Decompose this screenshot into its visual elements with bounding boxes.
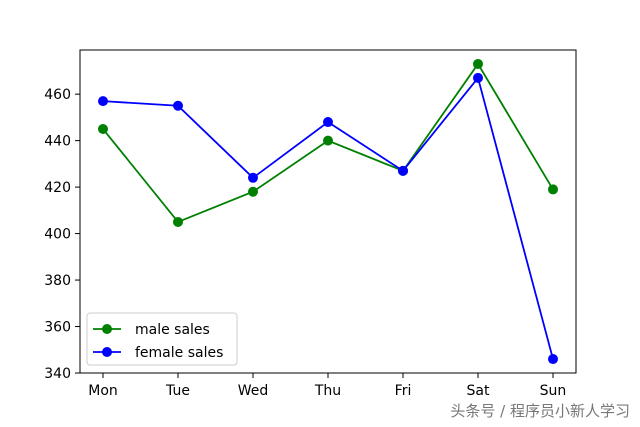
series-male-sales xyxy=(98,58,558,227)
y-tick-label: 360 xyxy=(44,320,71,336)
y-tick-label: 420 xyxy=(44,180,71,196)
legend-item: female sales xyxy=(93,345,223,361)
x-axis: Mon Tue Wed Thu Fri Sat Sun xyxy=(88,373,566,399)
legend-marker xyxy=(102,347,112,357)
legend-label: female sales xyxy=(135,345,223,361)
data-point xyxy=(473,58,483,69)
data-point xyxy=(98,96,108,107)
x-tick-label: Wed xyxy=(238,383,269,399)
x-tick-label: Sun xyxy=(540,383,567,399)
series-layer xyxy=(98,58,558,365)
x-tick-label: Sat xyxy=(467,383,490,399)
watermark: 头条号 / 程序员小新人学习 xyxy=(450,402,630,420)
y-tick-label: 340 xyxy=(44,366,71,382)
series-female-sales xyxy=(98,72,558,365)
data-point xyxy=(323,135,333,146)
data-point xyxy=(98,124,108,135)
data-point xyxy=(173,100,183,111)
data-point xyxy=(173,216,183,227)
legend-box xyxy=(86,312,238,366)
data-point xyxy=(548,354,558,365)
legend-label: male sales xyxy=(135,322,210,338)
legend: male sales female sales xyxy=(86,312,238,366)
data-point xyxy=(473,72,483,83)
data-point xyxy=(398,165,408,176)
y-axis: 340 360 380 400 420 440 460 xyxy=(44,87,80,382)
y-tick-label: 400 xyxy=(44,227,71,243)
y-tick-label: 380 xyxy=(44,273,71,289)
data-point xyxy=(548,184,558,195)
y-tick-label: 440 xyxy=(44,134,71,150)
y-tick-label: 460 xyxy=(44,87,71,103)
data-point xyxy=(323,117,333,128)
x-tick-label: Mon xyxy=(88,383,118,399)
legend-item: male sales xyxy=(93,322,210,338)
data-point xyxy=(248,172,258,183)
legend-marker xyxy=(102,324,112,334)
x-tick-label: Tue xyxy=(165,383,190,399)
data-point xyxy=(248,186,258,197)
x-tick-label: Fri xyxy=(395,383,412,399)
x-tick-label: Thu xyxy=(314,383,341,399)
